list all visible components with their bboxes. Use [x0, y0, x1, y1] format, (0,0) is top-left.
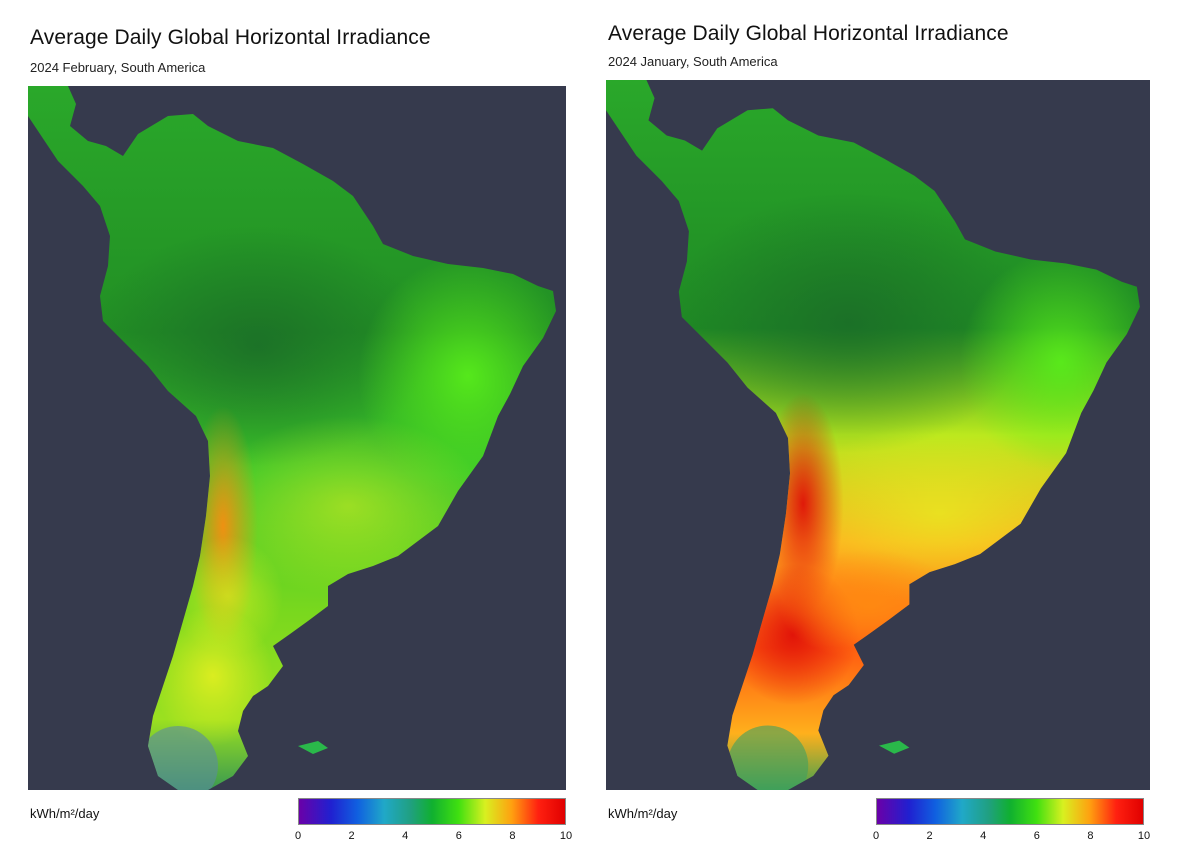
map-subtitle: 2024 January, South America	[608, 54, 778, 69]
colorbar-tick: 4	[402, 830, 409, 842]
map-panel-january: Average Daily Global Horizontal Irradian…	[606, 0, 1166, 868]
colorbar-tick: 10	[1137, 830, 1151, 842]
colorbar-tick: 6	[1033, 830, 1040, 842]
unit-label: kWh/m²/day	[608, 806, 678, 821]
map-title: Average Daily Global Horizontal Irradian…	[608, 22, 1009, 45]
colorbar-tick: 8	[1087, 830, 1094, 842]
colorbar-tick: 2	[926, 830, 933, 842]
colorbar-tick: 6	[455, 830, 462, 842]
irradiance-map-february	[28, 86, 566, 790]
colorbar-tick: 4	[980, 830, 987, 842]
falkland-islands	[298, 741, 328, 754]
colorbar-tick: 2	[348, 830, 355, 842]
colorbar-tick: 8	[509, 830, 516, 842]
colorbar-tick: 10	[559, 830, 573, 842]
colorbar-tick: 0	[872, 830, 880, 842]
colorbar	[298, 798, 566, 825]
map-subtitle: 2024 February, South America	[30, 60, 206, 75]
unit-label: kWh/m²/day	[30, 806, 100, 821]
map-panel-february: Average Daily Global Horizontal Irradian…	[28, 0, 588, 868]
irradiance-map-january	[606, 80, 1150, 790]
colorbar-ticks: 0 2 4 6 8 10	[294, 830, 572, 844]
colorbar-ticks: 0 2 4 6 8 10	[872, 830, 1150, 844]
map-title: Average Daily Global Horizontal Irradian…	[30, 26, 431, 49]
colorbar	[876, 798, 1144, 825]
falkland-islands	[879, 740, 910, 754]
colorbar-tick: 0	[294, 830, 302, 842]
